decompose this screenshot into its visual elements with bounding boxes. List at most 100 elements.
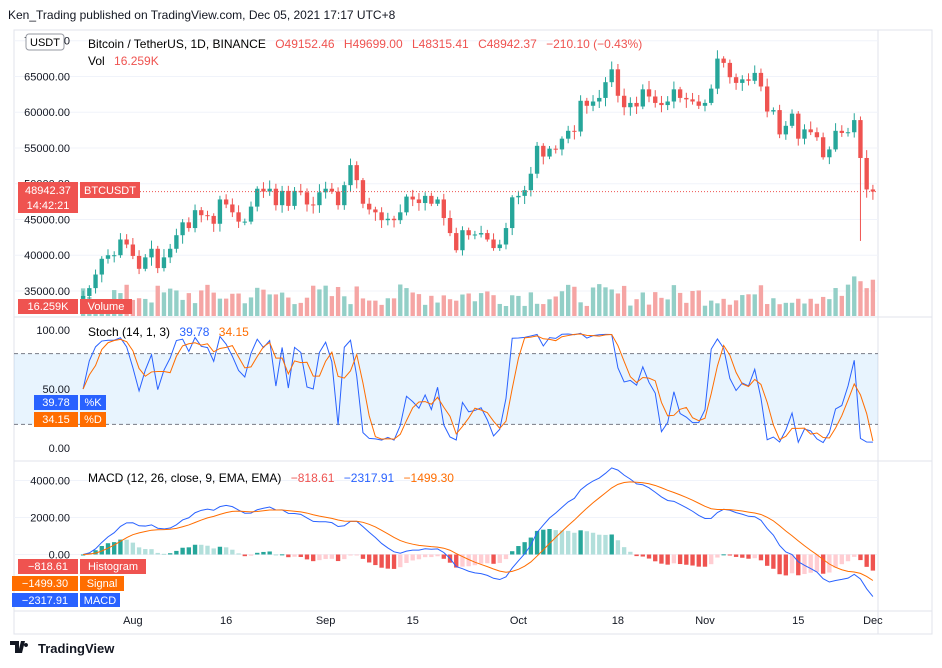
histogram-bar [360,554,366,559]
volume-bar [223,298,229,316]
histogram-bar [124,539,129,555]
vol-value: 16.259K [114,54,159,68]
candle-body [820,137,826,158]
histogram-bar [553,530,558,555]
histogram-bar [391,554,397,569]
histogram-bar [510,551,515,555]
histogram-bar [727,554,733,556]
histogram-bar [329,554,335,559]
histogram-bar [547,529,552,555]
histogram-bar [733,554,739,557]
time-tick-label: Sep [316,615,336,627]
histogram-bar [696,554,701,567]
candle-body [323,188,328,193]
candle-body [130,244,136,256]
histogram-bar [398,554,403,568]
candle-body [789,113,795,126]
candle-body [852,120,857,133]
histogram-bar [80,554,86,556]
volume-bar [192,303,198,316]
volume-bar [398,284,403,316]
volume-bar [646,304,652,316]
candle-body [740,79,745,83]
volume-bar [615,293,621,316]
volume-bar [273,294,279,316]
candle-body [746,79,751,81]
histogram-bar [528,537,534,555]
signal-line [83,481,874,581]
candle-body [584,100,590,106]
candle-body [640,89,645,107]
volume-bar [199,290,204,316]
volume-bar [497,303,502,316]
candle-body [279,190,285,206]
histogram-bar [820,554,826,574]
tradingview-logo-icon [10,641,32,656]
volume-bar [167,288,173,316]
histogram-bar [161,553,167,555]
candle-body [385,218,391,221]
volume-bar [640,292,645,316]
candle-body [758,72,764,87]
candle-body [503,228,509,245]
candle-body [124,239,129,245]
macd-hist-value: −818.61 [291,471,335,485]
candle-body [497,244,502,249]
candle-body [621,95,627,108]
volume-bar [572,286,577,316]
histogram-bar [603,534,608,555]
volume-bar [553,296,558,316]
legend-open: O49152.46 [275,37,335,51]
histogram-bar [422,554,428,558]
candle-body [454,233,459,251]
histogram-bar [584,531,590,555]
legend-change: −210.10 (−0.43%) [546,37,642,51]
symbol-title: Bitcoin / TetherUS, 1D, BINANCE [88,37,266,51]
candle-body [149,248,154,258]
candle-body [516,195,521,198]
hist-tag-box [18,559,78,574]
histogram-bar [578,530,583,555]
histogram-bar [653,554,658,562]
macd-tag-value: −2317.91 [22,595,68,607]
histogram-bar [273,554,279,556]
volume-bar [335,286,341,316]
histogram-bar [149,549,154,555]
price-tick-label: 55000.00 [24,143,70,155]
brand-name[interactable]: TradingView [38,641,115,656]
macd-line [82,467,874,597]
currency-badge-box[interactable] [25,33,65,51]
macd-tag-label: MACD [84,595,116,607]
histogram-bar [261,551,266,555]
hist-tag-value: −818.61 [28,561,68,573]
currency-badge[interactable]: USDT [30,37,60,49]
candle-body [491,239,496,249]
histogram-bar [503,554,509,560]
candle-body [286,190,291,206]
candle-body [87,288,92,296]
histogram-bar [864,554,869,567]
volume-bar [404,288,409,316]
volume-bar [565,284,571,316]
candle-body [783,125,789,135]
histogram-bar [597,534,602,555]
volume-bar [447,299,453,316]
volume-bar [422,304,428,316]
histogram-bar [684,554,689,565]
volume-bar [783,302,789,316]
candle-body [833,130,838,150]
legend-close: C48942.37 [478,37,537,51]
candle-body [230,204,235,213]
histogram-bar [441,554,446,559]
candle-body [702,102,708,106]
histogram-bar [410,554,415,561]
stoch-k-label: %K [84,397,102,409]
candle-body [845,132,851,134]
volume-bar [796,298,801,316]
candle-body [472,234,478,236]
histogram-bar [292,554,297,557]
volume-bar [130,299,136,316]
legend-high: H49699.00 [344,37,403,51]
volume-bar [230,293,235,316]
